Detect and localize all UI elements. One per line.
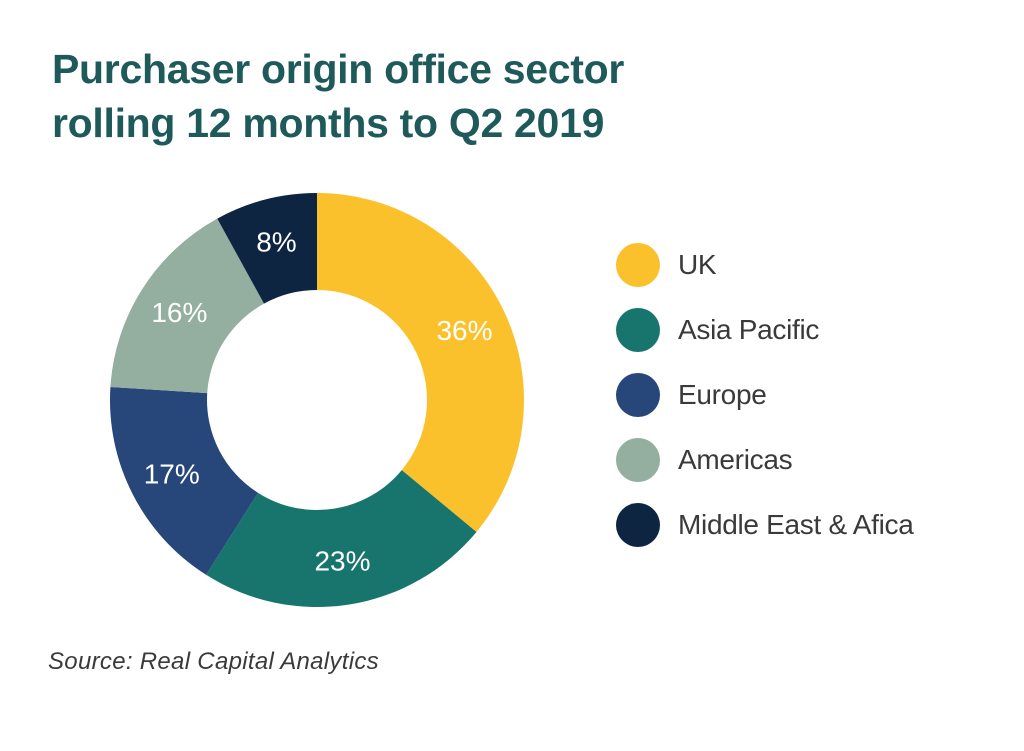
legend-label-americas: Americas bbox=[678, 443, 793, 475]
legend-swatch-middle-east-and-afica bbox=[616, 502, 660, 547]
legend-swatch-europe bbox=[616, 372, 660, 417]
slice-label-asia-pacific: 23% bbox=[314, 545, 370, 576]
source-note: Source: Real Capital Analytics bbox=[48, 648, 379, 675]
legend-label-uk: UK bbox=[678, 248, 717, 280]
legend-item-uk: UK bbox=[616, 232, 914, 297]
legend-item-middle-east-and-afica: Middle East & Afica bbox=[616, 492, 914, 557]
slice-label-uk: 36% bbox=[436, 315, 492, 346]
slice-europe bbox=[109, 387, 259, 575]
legend-label-europe: Europe bbox=[678, 378, 767, 410]
slice-label-americas: 16% bbox=[151, 297, 207, 328]
slice-americas bbox=[110, 218, 265, 394]
chart-title-line-1: Purchaser origin office sector bbox=[52, 46, 625, 92]
slice-asia-pacific bbox=[206, 470, 477, 607]
legend-label-asia-pacific: Asia Pacific bbox=[678, 313, 820, 345]
legend-item-europe: Europe bbox=[616, 362, 914, 427]
slice-label-middle-east-and-afica: 8% bbox=[256, 227, 296, 258]
legend-label-middle-east-and-afica: Middle East & Afica bbox=[678, 508, 914, 540]
chart-title: Purchaser origin office sector rolling 1… bbox=[52, 42, 624, 150]
legend-swatch-asia-pacific bbox=[616, 307, 660, 352]
legend-swatch-uk bbox=[616, 242, 660, 287]
slice-label-europe: 17% bbox=[144, 459, 200, 490]
legend-item-asia-pacific: Asia Pacific bbox=[616, 297, 914, 362]
chart-title-line-2: rolling 12 months to Q2 2019 bbox=[52, 100, 605, 146]
chart-legend: UK Asia Pacific Europe Americas Middle East … bbox=[616, 232, 914, 557]
slice-middle-east-and-afica bbox=[217, 193, 317, 304]
legend-swatch-americas bbox=[616, 437, 660, 482]
slice-uk bbox=[317, 193, 524, 532]
legend-item-americas: Americas bbox=[616, 427, 914, 492]
